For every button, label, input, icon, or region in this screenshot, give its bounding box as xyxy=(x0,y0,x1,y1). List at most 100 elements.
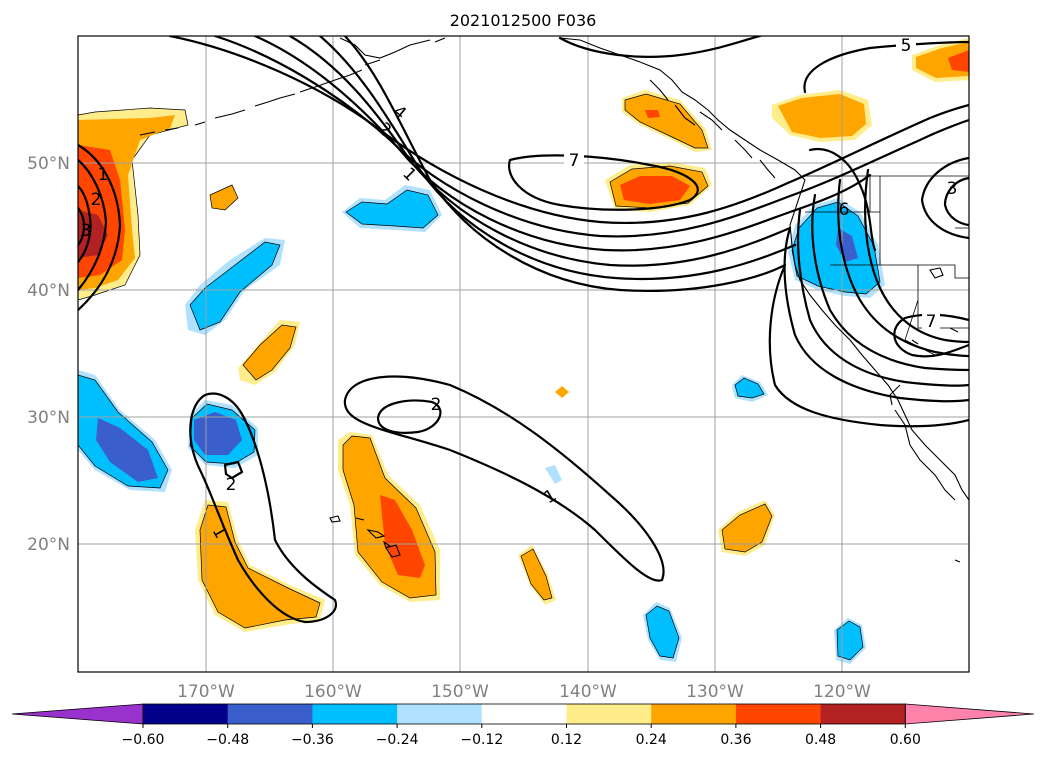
height-contours xyxy=(78,36,969,624)
anomaly-region xyxy=(721,503,773,553)
contour-line xyxy=(808,147,877,252)
contour-line xyxy=(343,36,969,428)
colorbar-tick-label: 0.48 xyxy=(805,732,836,748)
lat-label: 40°N xyxy=(27,281,70,301)
contour-label: 1 xyxy=(98,165,109,185)
anomaly-region xyxy=(380,495,425,578)
lon-label: 160°W xyxy=(304,682,362,702)
lon-label: 150°W xyxy=(431,682,489,702)
alaska-coastline xyxy=(339,37,969,501)
anomaly-region xyxy=(620,176,690,204)
colorbar-tick-label: 0.36 xyxy=(720,732,751,748)
contour-label: 5 xyxy=(901,36,912,56)
lon-label: 140°W xyxy=(559,682,617,702)
colorbar-tick-label: −0.48 xyxy=(206,732,249,748)
anomaly-region xyxy=(624,93,709,149)
lon-label: 130°W xyxy=(686,682,744,702)
contour-line xyxy=(376,399,442,434)
hawaii-islands xyxy=(329,515,401,558)
anomaly-region xyxy=(242,324,297,381)
se-alaska-islands xyxy=(649,79,776,179)
lon-label: 120°W xyxy=(813,682,871,702)
contour-line xyxy=(837,178,969,358)
colorbar-frame xyxy=(142,703,906,725)
contour-line xyxy=(253,36,872,252)
map-title: 2021012500 F036 xyxy=(450,11,597,30)
aleutian-islands xyxy=(139,59,381,136)
borders xyxy=(805,175,969,356)
colorbar-segment xyxy=(227,704,313,724)
colorbar-segment xyxy=(312,704,398,724)
graticule xyxy=(78,36,969,672)
anomaly-region xyxy=(734,377,765,399)
contour-line xyxy=(189,392,338,624)
colorbar-segment xyxy=(143,704,229,724)
colorbar-segment xyxy=(566,704,652,724)
anomaly-region xyxy=(645,110,660,118)
contour-label: 7 xyxy=(926,312,937,332)
anomaly-region xyxy=(189,241,281,331)
lake-islands xyxy=(911,267,961,563)
colorbar-tick-label: −0.36 xyxy=(291,732,334,748)
anomaly-region xyxy=(345,189,439,229)
contour-line xyxy=(920,156,969,240)
anomaly-region xyxy=(555,386,569,398)
colorbar: −0.60 −0.48 −0.36 −0.24 −0.12 0.12 0.24 0.36 0.4… xyxy=(11,703,1035,748)
anomaly-region xyxy=(836,620,864,661)
baja-coastline xyxy=(889,384,956,501)
colorbar-tick-label: 0.12 xyxy=(551,732,582,748)
anomaly-region xyxy=(791,201,881,295)
colorbar-segment xyxy=(481,704,567,724)
anomaly-region xyxy=(209,184,239,211)
contour-line xyxy=(508,154,699,211)
colorbar-segment xyxy=(735,704,822,724)
colorbar-tick-label: −0.12 xyxy=(460,732,503,748)
contour-label: 7 xyxy=(569,151,580,171)
contour-line xyxy=(318,36,797,281)
state-borders xyxy=(805,176,969,356)
colorbar-segment xyxy=(397,704,483,724)
lat-label: 20°N xyxy=(27,535,70,555)
colorbar-tick-label: −0.60 xyxy=(122,732,165,748)
latitude-labels: 50°N 40°N 30°N 20°N xyxy=(27,154,70,555)
colorbar-tick-label: −0.24 xyxy=(376,732,419,748)
anomaly-region xyxy=(199,504,321,629)
contour-line xyxy=(811,193,969,372)
contour-line xyxy=(943,176,969,227)
anomaly-shading xyxy=(78,38,969,664)
lon-label: 170°W xyxy=(177,682,235,702)
contour-line xyxy=(803,40,969,94)
contour-line xyxy=(223,460,244,480)
contour-label: 2 xyxy=(226,475,237,495)
anomaly-region xyxy=(545,465,562,484)
plot-area: 7 5 4 2 1 2 3 1 6 7 3 2 1 2 1 xyxy=(78,36,969,672)
contour-label: 3 xyxy=(81,221,92,241)
contour-line xyxy=(78,143,122,312)
contour-line xyxy=(78,158,108,292)
colorbar-segment xyxy=(820,704,906,724)
anomaly-region xyxy=(78,210,108,258)
contour-line xyxy=(78,206,86,247)
colorbar-segment xyxy=(651,704,737,724)
lat-label: 30°N xyxy=(27,408,70,428)
plot-frame xyxy=(77,35,970,673)
contour-line xyxy=(783,226,969,403)
anomaly-region xyxy=(778,94,866,138)
colorbar-tick-label: 0.24 xyxy=(636,732,667,748)
anomaly-region xyxy=(96,418,158,482)
contour-line xyxy=(343,375,665,582)
longitude-labels: 170°W 160°W 150°W 140°W 130°W 120°W xyxy=(177,682,871,702)
contour-line xyxy=(288,36,792,267)
contour-label: 3 xyxy=(947,179,958,199)
contour-label: 2 xyxy=(91,190,102,210)
anomaly-region xyxy=(645,605,680,659)
contour-line xyxy=(864,168,969,344)
lat-label: 50°N xyxy=(27,154,70,174)
anomaly-region xyxy=(520,548,553,601)
colorbar-extend-low xyxy=(11,703,144,725)
colorbar-extend-high xyxy=(904,703,1035,725)
anomaly-region xyxy=(948,50,969,72)
coastlines xyxy=(139,37,969,563)
contour-label: 6 xyxy=(839,200,850,220)
